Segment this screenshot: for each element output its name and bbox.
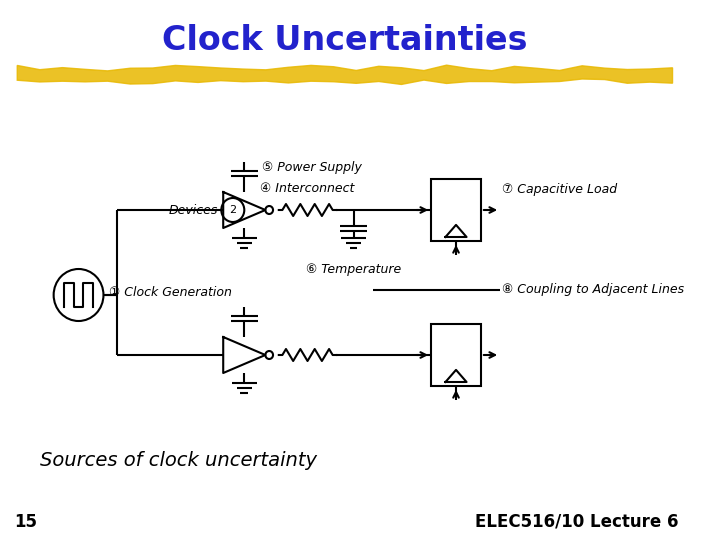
Text: ① Clock Generation: ① Clock Generation <box>109 287 232 300</box>
Text: ④ Interconnect: ④ Interconnect <box>261 181 355 194</box>
Text: ⑦ Capacitive Load: ⑦ Capacitive Load <box>502 184 617 197</box>
Text: 15: 15 <box>14 513 37 531</box>
Text: Clock Uncertainties: Clock Uncertainties <box>162 24 528 57</box>
Text: Sources of clock uncertainty: Sources of clock uncertainty <box>40 450 318 469</box>
Polygon shape <box>17 65 672 84</box>
Text: 2: 2 <box>229 205 236 215</box>
Text: ELEC516/10 Lecture 6: ELEC516/10 Lecture 6 <box>474 513 678 531</box>
Text: ⑧ Coupling to Adjacent Lines: ⑧ Coupling to Adjacent Lines <box>502 284 684 296</box>
Text: ⑥ Temperature: ⑥ Temperature <box>306 264 401 276</box>
Text: ⑤ Power Supply: ⑤ Power Supply <box>261 161 361 174</box>
Bar <box>431 324 481 386</box>
Bar <box>431 179 481 241</box>
Text: Devices: Devices <box>169 204 218 217</box>
